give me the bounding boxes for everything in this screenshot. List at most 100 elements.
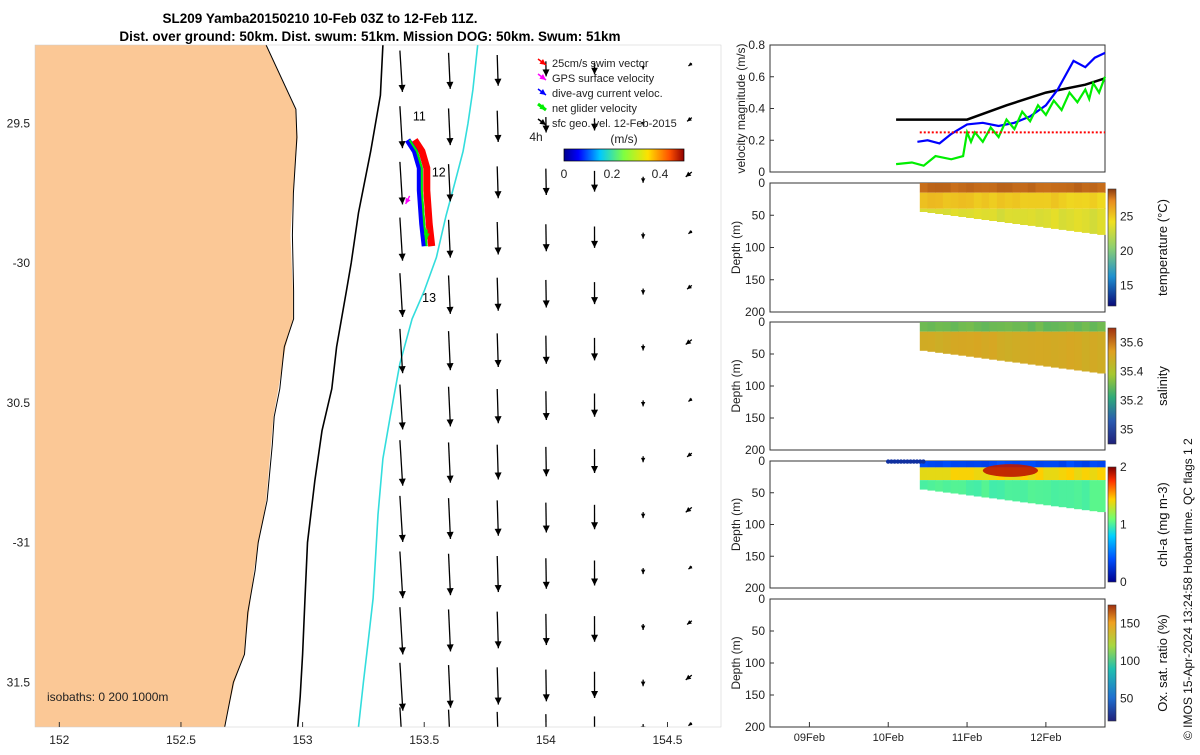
section-cell	[966, 480, 974, 495]
geo-vel-vector-head	[641, 402, 645, 406]
title-line-1: SL209 Yamba20150210 10-Feb 03Z to 12-Feb…	[0, 11, 640, 26]
legend-entry: sfc geo. vel. 12-Feb-2015	[552, 118, 677, 130]
geo-vel-vector-head	[447, 588, 454, 595]
section-cell	[1074, 461, 1082, 467]
geo-vel-vector	[641, 724, 646, 731]
section-cell	[974, 209, 982, 219]
section-cell	[1082, 461, 1090, 467]
section-cell	[1036, 332, 1044, 366]
geo-vel-vector-head	[495, 304, 502, 311]
geo-vel-vector	[447, 442, 454, 482]
geo-vel-vector-head	[399, 647, 406, 654]
geo-vel-vector	[399, 440, 406, 485]
section-cell	[943, 193, 951, 209]
geo-vel-vector	[399, 663, 406, 711]
geo-vel-vector-head	[688, 398, 692, 402]
section-cell	[928, 193, 936, 209]
section-cell	[1012, 209, 1020, 224]
geo-vel-vector	[399, 162, 406, 205]
velocity-ytick-label: 0.6	[748, 70, 765, 84]
section-cell	[1036, 183, 1044, 193]
section-cell	[935, 467, 943, 480]
geo-vel-vector-head	[543, 525, 550, 532]
geo-vel-vector	[591, 282, 598, 304]
geo-vel-vector	[688, 230, 692, 234]
geo-vel-vector	[495, 667, 502, 704]
geo-vel-vector	[686, 172, 692, 177]
geo-vel-vector	[591, 171, 598, 192]
section-cell	[1074, 209, 1082, 232]
geo-vel-vector	[446, 220, 453, 258]
section-cell	[997, 183, 1005, 193]
section-cell	[935, 193, 943, 209]
speed-colorbar-tick: 0.2	[604, 167, 621, 181]
geo-vel-vector	[688, 722, 692, 726]
geo-vel-vector	[641, 400, 645, 406]
section-cell	[982, 209, 990, 220]
section-colorbar-tick: 1	[1120, 518, 1127, 532]
velocity-frame	[770, 45, 1105, 172]
geo-vel-vector-head	[591, 241, 598, 248]
geo-vel-vector	[686, 507, 692, 512]
geo-vel-vector	[494, 111, 501, 142]
geo-vel-vector	[399, 51, 406, 92]
section-cell	[982, 332, 990, 359]
section-cell	[1028, 480, 1036, 503]
section-cell	[974, 193, 982, 209]
section-cell	[1074, 332, 1082, 371]
geo-vel-vector-head	[591, 691, 598, 698]
section-frame	[770, 599, 1105, 727]
geo-vel-vector	[686, 675, 692, 680]
section-cell	[1036, 480, 1044, 504]
section-cell	[928, 209, 936, 213]
section-cell	[1066, 467, 1074, 480]
section-ytick-label: 50	[752, 208, 766, 222]
section-cell	[1020, 193, 1028, 209]
section-cell	[958, 183, 966, 193]
map-xtick-label: 152	[49, 733, 69, 747]
geo-vel-vector	[641, 344, 645, 350]
geo-vel-vector	[641, 624, 645, 630]
section-cell	[935, 209, 943, 214]
speed-colorbar-tick: 0.4	[652, 167, 669, 181]
geo-vel-vector	[688, 62, 692, 66]
section-ytick-label: 100	[745, 241, 765, 255]
geo-vel-vector-head	[543, 413, 550, 420]
section-cell	[928, 322, 936, 332]
section-cell	[1059, 322, 1067, 332]
speed-colorbar-label: (m/s)	[610, 132, 637, 146]
geo-vel-vector	[494, 166, 501, 198]
section-cell	[1097, 322, 1105, 332]
section-cell	[982, 193, 990, 209]
section-cell	[1036, 461, 1044, 467]
geo-vel-vector	[447, 387, 454, 427]
isobaths-label: isobaths: 0 200 1000m	[47, 690, 168, 704]
geo-vel-vector	[399, 273, 406, 317]
section-cell	[989, 209, 997, 221]
section-cell	[982, 461, 990, 467]
track-day-label: 13	[422, 291, 436, 305]
geo-vel-vector-head	[495, 742, 502, 749]
geo-vel-vector	[447, 498, 454, 539]
geo-vel-vector	[447, 710, 454, 750]
section-cell	[1074, 467, 1082, 480]
geo-vel-vector	[641, 177, 645, 183]
geo-vel-vector-head	[399, 197, 406, 204]
section-cell	[1090, 193, 1098, 209]
section-cell	[1090, 467, 1098, 480]
section-cell	[1066, 209, 1074, 231]
geo-vel-vector	[543, 391, 550, 420]
section-cell	[928, 461, 936, 467]
section-cell	[1005, 480, 1013, 500]
geo-vel-vector	[641, 456, 645, 462]
map-xtick-label: 153.5	[409, 733, 439, 747]
section-ytick-label: 100	[745, 656, 765, 670]
geo-vel-vector	[687, 620, 692, 624]
legend-entry: net glider velocity	[552, 103, 637, 115]
chl-maximum-patch	[983, 464, 1038, 477]
section-cell	[966, 209, 974, 218]
section-cell	[997, 322, 1005, 332]
